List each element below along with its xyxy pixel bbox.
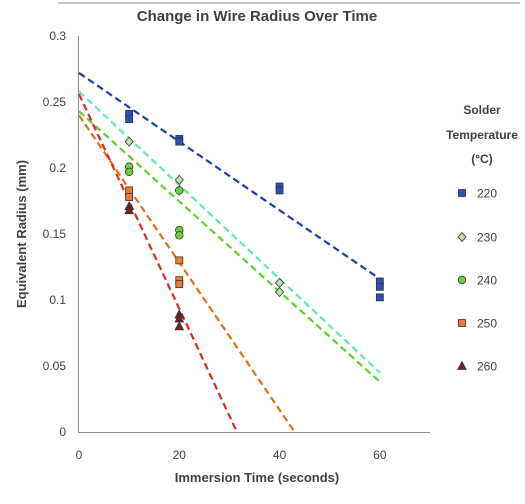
legend-title-line-2: Temperature xyxy=(446,128,518,142)
trend-lines xyxy=(78,72,381,433)
data-point-220 xyxy=(125,115,134,124)
x-tick-label: 0 xyxy=(76,448,83,462)
data-point-220 xyxy=(275,186,284,195)
y-tick-label: 0.2 xyxy=(49,161,66,175)
data-point-250 xyxy=(125,186,134,195)
trend-line-220 xyxy=(78,72,381,280)
legend-marker-250 xyxy=(458,319,466,327)
data-point-230 xyxy=(124,136,134,147)
data-point-250 xyxy=(175,280,184,289)
legend-title-line-3: (°C) xyxy=(471,152,492,166)
data-point-240 xyxy=(175,186,184,195)
y-tick-labels: 0 0.05 0.1 0.15 0.2 0.25 0.3 xyxy=(43,29,67,439)
y-tick-label: 0.15 xyxy=(43,227,67,241)
x-tick-label: 60 xyxy=(373,448,387,462)
y-tick-label: 0.1 xyxy=(49,293,66,307)
legend-marker-260 xyxy=(457,360,467,370)
y-tick-label: 0.05 xyxy=(43,359,67,373)
legend-marker-220 xyxy=(458,189,466,197)
trend-line-250 xyxy=(78,114,296,433)
trend-line-230 xyxy=(78,90,381,374)
legend-title-line-1: Solder xyxy=(463,103,501,117)
y-axis-label: Equivalent Radius (mm) xyxy=(14,160,29,308)
data-point-220 xyxy=(375,282,384,291)
legend-label-240: 240 xyxy=(477,274,497,288)
data-point-230 xyxy=(174,174,184,185)
x-tick-label: 40 xyxy=(273,448,287,462)
data-point-220 xyxy=(175,137,184,146)
legend-entries: 220 230 240 250 260 xyxy=(457,187,497,374)
y-tick-label: 0.25 xyxy=(43,95,67,109)
y-tick-label: 0.3 xyxy=(49,29,66,43)
legend-label-230: 230 xyxy=(477,231,497,245)
data-markers xyxy=(124,109,384,331)
data-point-260 xyxy=(124,204,135,215)
legend-label-220: 220 xyxy=(477,187,497,201)
legend-marker-240 xyxy=(457,275,467,285)
legend-label-260: 260 xyxy=(477,360,497,374)
legend-marker-230 xyxy=(457,231,467,243)
legend-label-250: 250 xyxy=(477,317,497,331)
y-tick-label: 0 xyxy=(59,425,66,439)
x-tick-labels: 0 20 40 60 xyxy=(76,448,387,462)
data-point-250 xyxy=(175,256,184,265)
legend: Solder Temperature (°C) 220 230 240 250 260 xyxy=(446,103,518,374)
data-point-220 xyxy=(375,293,384,302)
data-point-240 xyxy=(124,167,134,177)
data-point-260 xyxy=(174,321,185,331)
data-point-230 xyxy=(275,277,285,288)
trend-line-260 xyxy=(78,93,238,433)
data-point-250 xyxy=(125,193,134,201)
chart-title: Change in Wire Radius Over Time xyxy=(137,8,377,25)
x-tick-label: 20 xyxy=(173,448,187,462)
data-point-240 xyxy=(175,231,184,240)
trend-line-240 xyxy=(78,110,381,383)
x-axis-label: Immersion Time (seconds) xyxy=(175,470,339,485)
data-point-230 xyxy=(275,286,285,298)
